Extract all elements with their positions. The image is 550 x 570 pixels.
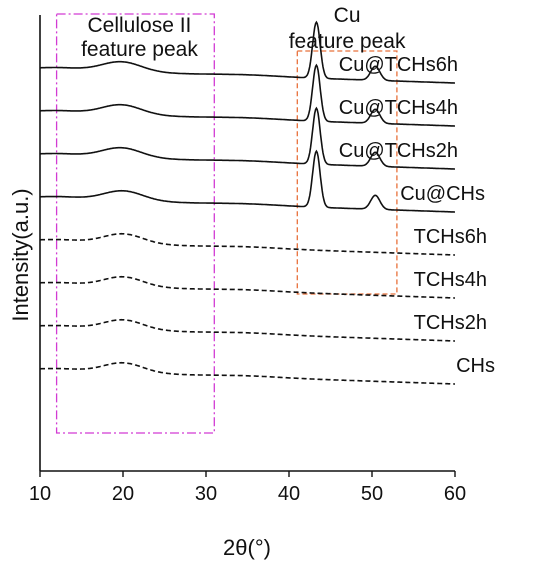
x-axis-label: 2θ(°) — [223, 535, 271, 560]
annotation-boxes — [55, 13, 398, 434]
curve-tchs4h — [40, 275, 455, 299]
series-label: TCHs4h — [414, 269, 487, 291]
y-axis-label: Intensity(a.u.) — [8, 188, 33, 321]
curve-cu-chs — [40, 149, 455, 213]
curve-cu-tchs2h — [40, 106, 455, 170]
series-label: Cu@TCHs2h — [339, 140, 458, 162]
curve-tchs6h — [40, 232, 455, 256]
series-label: Cu@CHs — [400, 183, 485, 205]
series-label: CHs — [456, 355, 495, 377]
series-label: Cu@TCHs4h — [339, 97, 458, 119]
curve-labels: Cu@TCHs6h Cu@TCHs4h Cu@TCHs2h Cu@CHs TCHs6h T… — [339, 54, 495, 377]
x-tick-label: 30 — [195, 483, 217, 505]
x-tick-label: 60 — [444, 483, 466, 505]
annotation-label: Cu — [334, 4, 361, 27]
cellulose-feature-box — [55, 13, 215, 434]
cu-feature-box — [296, 50, 398, 295]
curve-cu-tchs6h — [40, 20, 455, 84]
curve-tchs2h — [40, 318, 455, 342]
series-label: TCHs2h — [414, 312, 487, 334]
x-ticks: 10 20 30 40 50 60 — [29, 471, 466, 505]
x-tick-label: 20 — [112, 483, 134, 505]
x-tick-label: 10 — [29, 483, 51, 505]
annotation-label: feature peak — [81, 38, 198, 61]
xrd-curves — [40, 20, 455, 385]
curve-cu-tchs4h — [40, 63, 455, 127]
series-label: Cu@TCHs6h — [339, 54, 458, 76]
axes — [39, 15, 455, 472]
curve-chs — [40, 361, 455, 385]
x-tick-label: 40 — [278, 483, 300, 505]
x-tick-label: 50 — [361, 483, 383, 505]
series-label: TCHs6h — [414, 226, 487, 248]
annotation-label: feature peak — [289, 30, 406, 53]
annotation-label: Cellulose II — [88, 14, 192, 37]
